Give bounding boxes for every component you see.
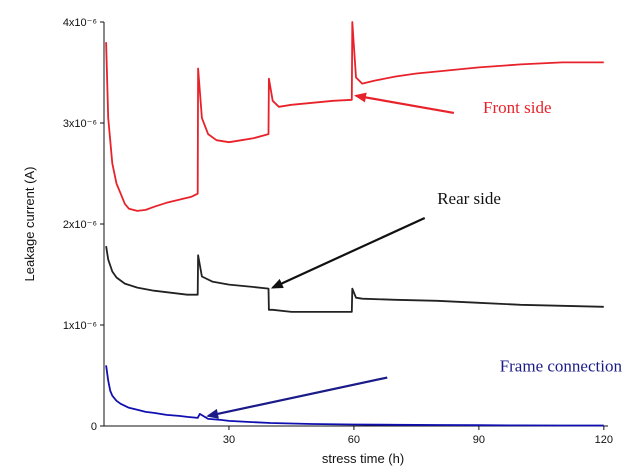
- annotation-layer: Front side Rear side Frame connection: [206, 92, 623, 419]
- annotation-arrow-front-side: [354, 92, 455, 114]
- y-tick-label: 0: [91, 421, 97, 433]
- series-line-front-side: [105, 21, 604, 212]
- series-layer: [105, 21, 604, 427]
- x-tick-label: 30: [223, 434, 235, 446]
- x-tick-label: 90: [473, 434, 485, 446]
- y-tick-label: 4x10⁻⁶: [63, 17, 97, 29]
- annotation-label-frame-connection: Frame connection: [500, 356, 623, 375]
- y-tick-label: 1x10⁻⁶: [63, 320, 97, 332]
- x-axis-title: stress time (h): [322, 451, 404, 466]
- y-axis-ticks: 0 1x10⁻⁶ 2x10⁻⁶ 3x10⁻⁶ 4x10⁻⁶: [63, 17, 104, 433]
- series-line-rear-side: [105, 246, 604, 313]
- y-axis-title: Leakage current (A): [22, 167, 37, 282]
- y-tick-label: 2x10⁻⁶: [63, 219, 97, 231]
- x-tick-label: 60: [348, 434, 360, 446]
- annotation-label-front-side: Front side: [483, 98, 551, 117]
- y-tick-label: 3x10⁻⁶: [63, 118, 97, 130]
- x-axis-ticks: 30 60 90 120: [223, 426, 613, 446]
- annotation-arrow-rear-side: [270, 216, 426, 289]
- series-line-frame-connection: [105, 365, 604, 427]
- annotation-arrow-frame-connection: [206, 376, 388, 419]
- annotation-label-rear-side: Rear side: [437, 189, 501, 208]
- x-tick-label: 120: [595, 434, 613, 446]
